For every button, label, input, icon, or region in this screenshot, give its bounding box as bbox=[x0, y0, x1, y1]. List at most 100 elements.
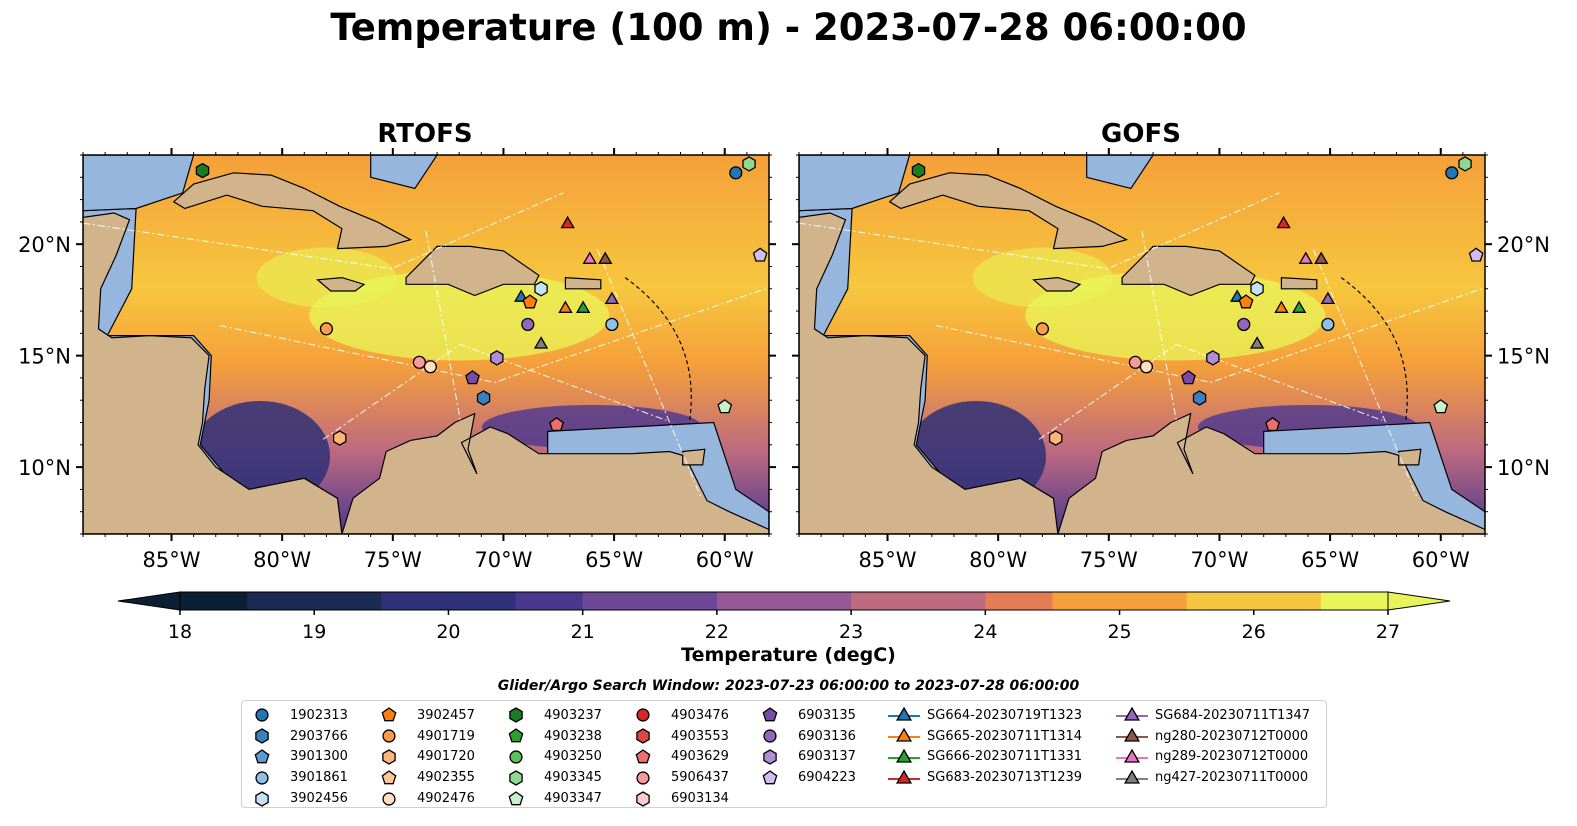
colorbar-tick-label: 27 bbox=[1376, 621, 1400, 643]
float-marker bbox=[1249, 336, 1265, 349]
lon-tick-label: 85°W bbox=[143, 548, 201, 572]
legend-item: 6903134 bbox=[633, 788, 729, 809]
legend-marker-icon bbox=[763, 749, 777, 765]
legend-label: SG684-20230711T1347 bbox=[1155, 707, 1311, 723]
legend-label: 6904223 bbox=[798, 770, 856, 786]
colorbar-tick-label: 24 bbox=[973, 621, 997, 643]
panel-title-gofs: GOFS bbox=[1101, 119, 1181, 149]
legend-item: 4903345 bbox=[506, 767, 602, 788]
legend-marker-icon bbox=[762, 769, 778, 785]
legend-column: 4903237 4903238 4903250 4903345 4903347 bbox=[506, 705, 602, 809]
legend-label: ng289-20230712T0000 bbox=[1155, 749, 1309, 765]
float-marker bbox=[752, 247, 768, 262]
warm-water-region bbox=[972, 247, 1113, 308]
lat-tick-label: 15°N bbox=[1497, 345, 1550, 369]
legend-marker bbox=[895, 707, 913, 722]
float-marker bbox=[729, 166, 743, 180]
legend-label: 4903476 bbox=[671, 707, 729, 723]
panel-title-rtofs: RTOFS bbox=[377, 119, 473, 149]
colorbar-segment bbox=[247, 592, 315, 610]
legend-marker bbox=[763, 749, 777, 765]
float-marker bbox=[332, 430, 347, 446]
legend-marker bbox=[509, 707, 523, 724]
hispaniola-land bbox=[405, 245, 540, 297]
legend-item: 4901720 bbox=[379, 747, 475, 768]
lat-tick-label: 20°N bbox=[18, 233, 71, 257]
eez-boundary bbox=[322, 343, 667, 440]
legend-marker bbox=[382, 729, 396, 743]
colorbar-extend-min bbox=[117, 591, 181, 611]
trinidad-land bbox=[682, 448, 706, 466]
legend-marker-icon bbox=[508, 790, 524, 805]
legend-marker bbox=[762, 707, 778, 722]
colorbar-tick-label: 23 bbox=[839, 621, 863, 643]
continental-shelf bbox=[83, 155, 195, 212]
colorbar-segment bbox=[918, 592, 986, 610]
puerto-rico-land bbox=[1280, 276, 1318, 290]
float-marker bbox=[1048, 430, 1063, 446]
legend-title: Glider/Argo Search Window: 2023-07-23 06… bbox=[497, 678, 1080, 694]
legend-marker-icon bbox=[255, 708, 269, 722]
legend-label: 4902355 bbox=[417, 770, 475, 786]
float-marker bbox=[1192, 390, 1207, 406]
figure-title: Temperature (100 m) - 2023-07-28 06:00:0… bbox=[330, 6, 1247, 49]
hispaniola-land bbox=[1121, 245, 1256, 297]
legend-marker-icon bbox=[509, 750, 523, 764]
float-marker bbox=[1128, 355, 1142, 369]
lat-tick-label: 15°N bbox=[18, 345, 71, 369]
float-marker bbox=[717, 399, 733, 414]
float-marker bbox=[1250, 281, 1264, 297]
legend-item: SG684-20230711T1347 bbox=[1115, 705, 1310, 726]
legend-item: 2903766 bbox=[252, 726, 348, 747]
colorbar-tick-label: 22 bbox=[705, 621, 729, 643]
legend-label: 4903629 bbox=[671, 749, 729, 765]
legend-label: 4903347 bbox=[544, 791, 602, 807]
colorbar-tick-label: 18 bbox=[168, 621, 192, 643]
legend-marker bbox=[508, 790, 524, 805]
legend-marker-icon bbox=[509, 707, 523, 724]
legend-label: 6903137 bbox=[798, 749, 856, 765]
south-america-land bbox=[341, 412, 769, 534]
legend-marker bbox=[381, 769, 397, 785]
cuba-land bbox=[888, 172, 1129, 250]
legend-marker bbox=[895, 748, 913, 763]
legend-item: 6904223 bbox=[760, 767, 856, 788]
float-marker bbox=[1291, 300, 1307, 313]
float-marker bbox=[490, 350, 504, 366]
legend-marker bbox=[1123, 707, 1141, 722]
colorbar-frame bbox=[179, 591, 1389, 611]
float-marker bbox=[1274, 300, 1289, 313]
map-frame bbox=[82, 154, 770, 535]
jamaica-land bbox=[1032, 276, 1082, 292]
lat-tick-label: 20°N bbox=[1497, 233, 1550, 257]
legend-marker bbox=[255, 728, 269, 744]
float-marker bbox=[1181, 370, 1196, 385]
legend-label: 4902476 bbox=[417, 791, 475, 807]
float-marker bbox=[558, 300, 573, 313]
legend-label: SG664-20230719T1323 bbox=[927, 707, 1083, 723]
legend-label: 4901720 bbox=[417, 749, 475, 765]
legend-marker-icon bbox=[763, 729, 777, 743]
float-marker bbox=[521, 317, 535, 332]
colorbar-segment bbox=[448, 592, 517, 610]
colorbar-segment bbox=[180, 592, 248, 610]
float-marker bbox=[465, 370, 480, 385]
legend-marker bbox=[763, 729, 777, 743]
colorbar-extend-max bbox=[1387, 591, 1451, 611]
eez-boundary bbox=[83, 192, 564, 270]
legend-marker-icon bbox=[1116, 707, 1148, 722]
colorbar-tick-label: 20 bbox=[436, 621, 460, 643]
trinidad-land bbox=[1398, 448, 1422, 466]
legend-marker-icon bbox=[1116, 748, 1148, 763]
legend-marker-icon bbox=[762, 707, 778, 722]
continental-shelf bbox=[799, 155, 911, 212]
legend-label: 6903135 bbox=[798, 707, 856, 723]
float-marker bbox=[582, 251, 597, 264]
continental-shelf bbox=[1086, 155, 1154, 190]
legend-column: SG684-20230711T1347 ng280-20230712T0000 ng… bbox=[1115, 705, 1310, 788]
legend: 1902313 2903766 3901300 3901861 3902456 39024… bbox=[241, 700, 1327, 808]
legend-marker-icon bbox=[381, 707, 397, 722]
legend-marker bbox=[382, 749, 396, 765]
lon-tick-label: 80°W bbox=[969, 548, 1027, 572]
